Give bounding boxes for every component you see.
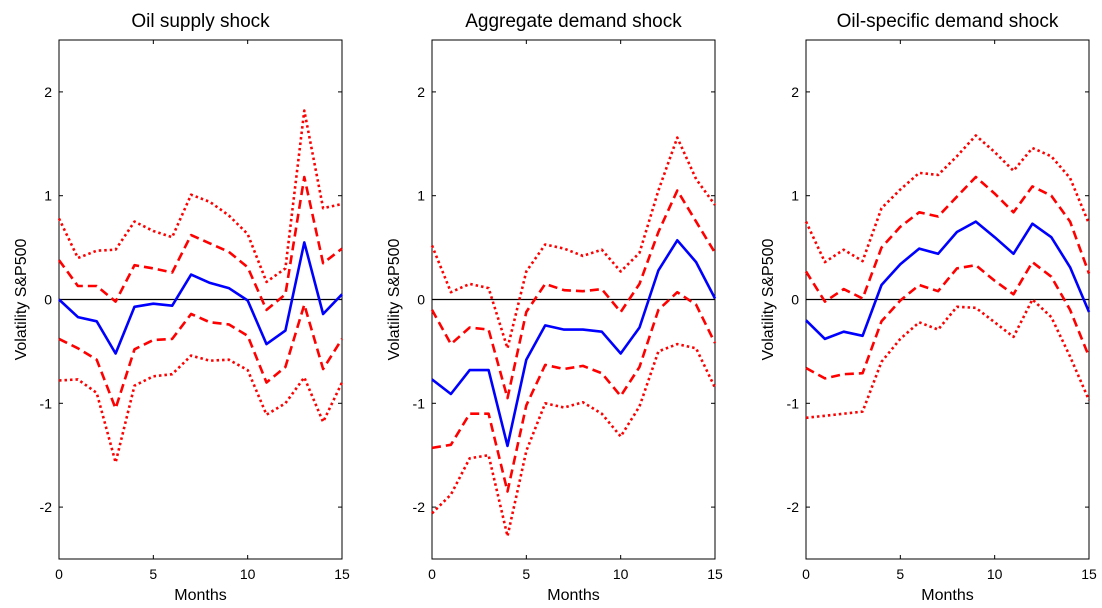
x-axis-label: Months [174,587,226,604]
series-line-dashed-2 [57,175,343,312]
y-tick-label: -1 [787,395,800,411]
x-tick-label: 15 [707,566,723,582]
y-tick-label: -2 [40,499,53,515]
x-tick-label: 5 [522,566,530,582]
y-tick-label: 1 [417,188,425,204]
x-tick-label: 5 [149,566,157,582]
y-tick-label: 0 [44,292,52,308]
y-tick-label: -1 [413,395,426,411]
y-tick-label: 0 [791,292,799,308]
x-axis-label: Months [921,587,973,604]
series-line-dotted-5 [805,298,1091,420]
x-tick-label: 0 [802,566,810,582]
chart-panel-1: 0 5 10 15 -2 -1 0 1 2 Oil supply shock Months Volat… [13,11,350,604]
x-tick-label: 15 [1081,566,1097,582]
series-line-dashed-2 [804,175,1091,303]
chart-panel-3: 0 5 10 15 -2 -1 0 1 2 Oil-specific demand shock Mo… [760,11,1097,604]
x-axis-label: Months [547,587,599,604]
y-tick-label: 2 [791,84,799,100]
y-tick-label: 2 [417,84,425,100]
y-tick-label: -1 [40,395,53,411]
y-tick-label: -2 [413,499,426,515]
series-line-dotted-1 [804,134,1091,264]
x-tick-label: 5 [896,566,904,582]
series-line-dotted-5 [431,342,717,538]
chart-title: Oil supply shock [131,11,270,32]
series-line-solid-3 [58,241,343,355]
series-line-dashed-4 [58,303,344,410]
x-tick-label: 10 [240,566,256,582]
series-line-dashed-4 [805,260,1091,380]
y-axis-label: Volatility S&P500 [13,238,30,360]
y-axis-label: Volatility S&P500 [760,238,777,360]
series-line-dashed-4 [431,290,717,493]
x-tick-label: 0 [428,566,436,582]
x-tick-label: 0 [55,566,63,582]
series-line-dotted-1 [57,109,343,284]
x-tick-label: 10 [613,566,629,582]
y-tick-label: 2 [44,84,52,100]
y-tick-label: 1 [791,188,799,204]
series-line-solid-3 [431,239,717,448]
chart-panel-2: 0 5 10 15 -2 -1 0 1 2 Aggregate demand shock Month… [386,11,723,604]
series-line-dotted-5 [58,354,344,464]
y-tick-label: 1 [44,188,52,204]
chart-title: Oil-specific demand shock [837,11,1059,32]
y-axis-label: Volatility S&P500 [386,238,403,360]
series-line-dotted-1 [430,136,717,350]
y-tick-label: -2 [787,499,800,515]
chart-title: Aggregate demand shock [465,11,682,32]
x-tick-label: 15 [334,566,350,582]
series-line-dashed-2 [430,189,717,400]
y-tick-label: 0 [417,292,425,308]
x-tick-label: 10 [987,566,1003,582]
series-line-solid-3 [805,220,1091,341]
